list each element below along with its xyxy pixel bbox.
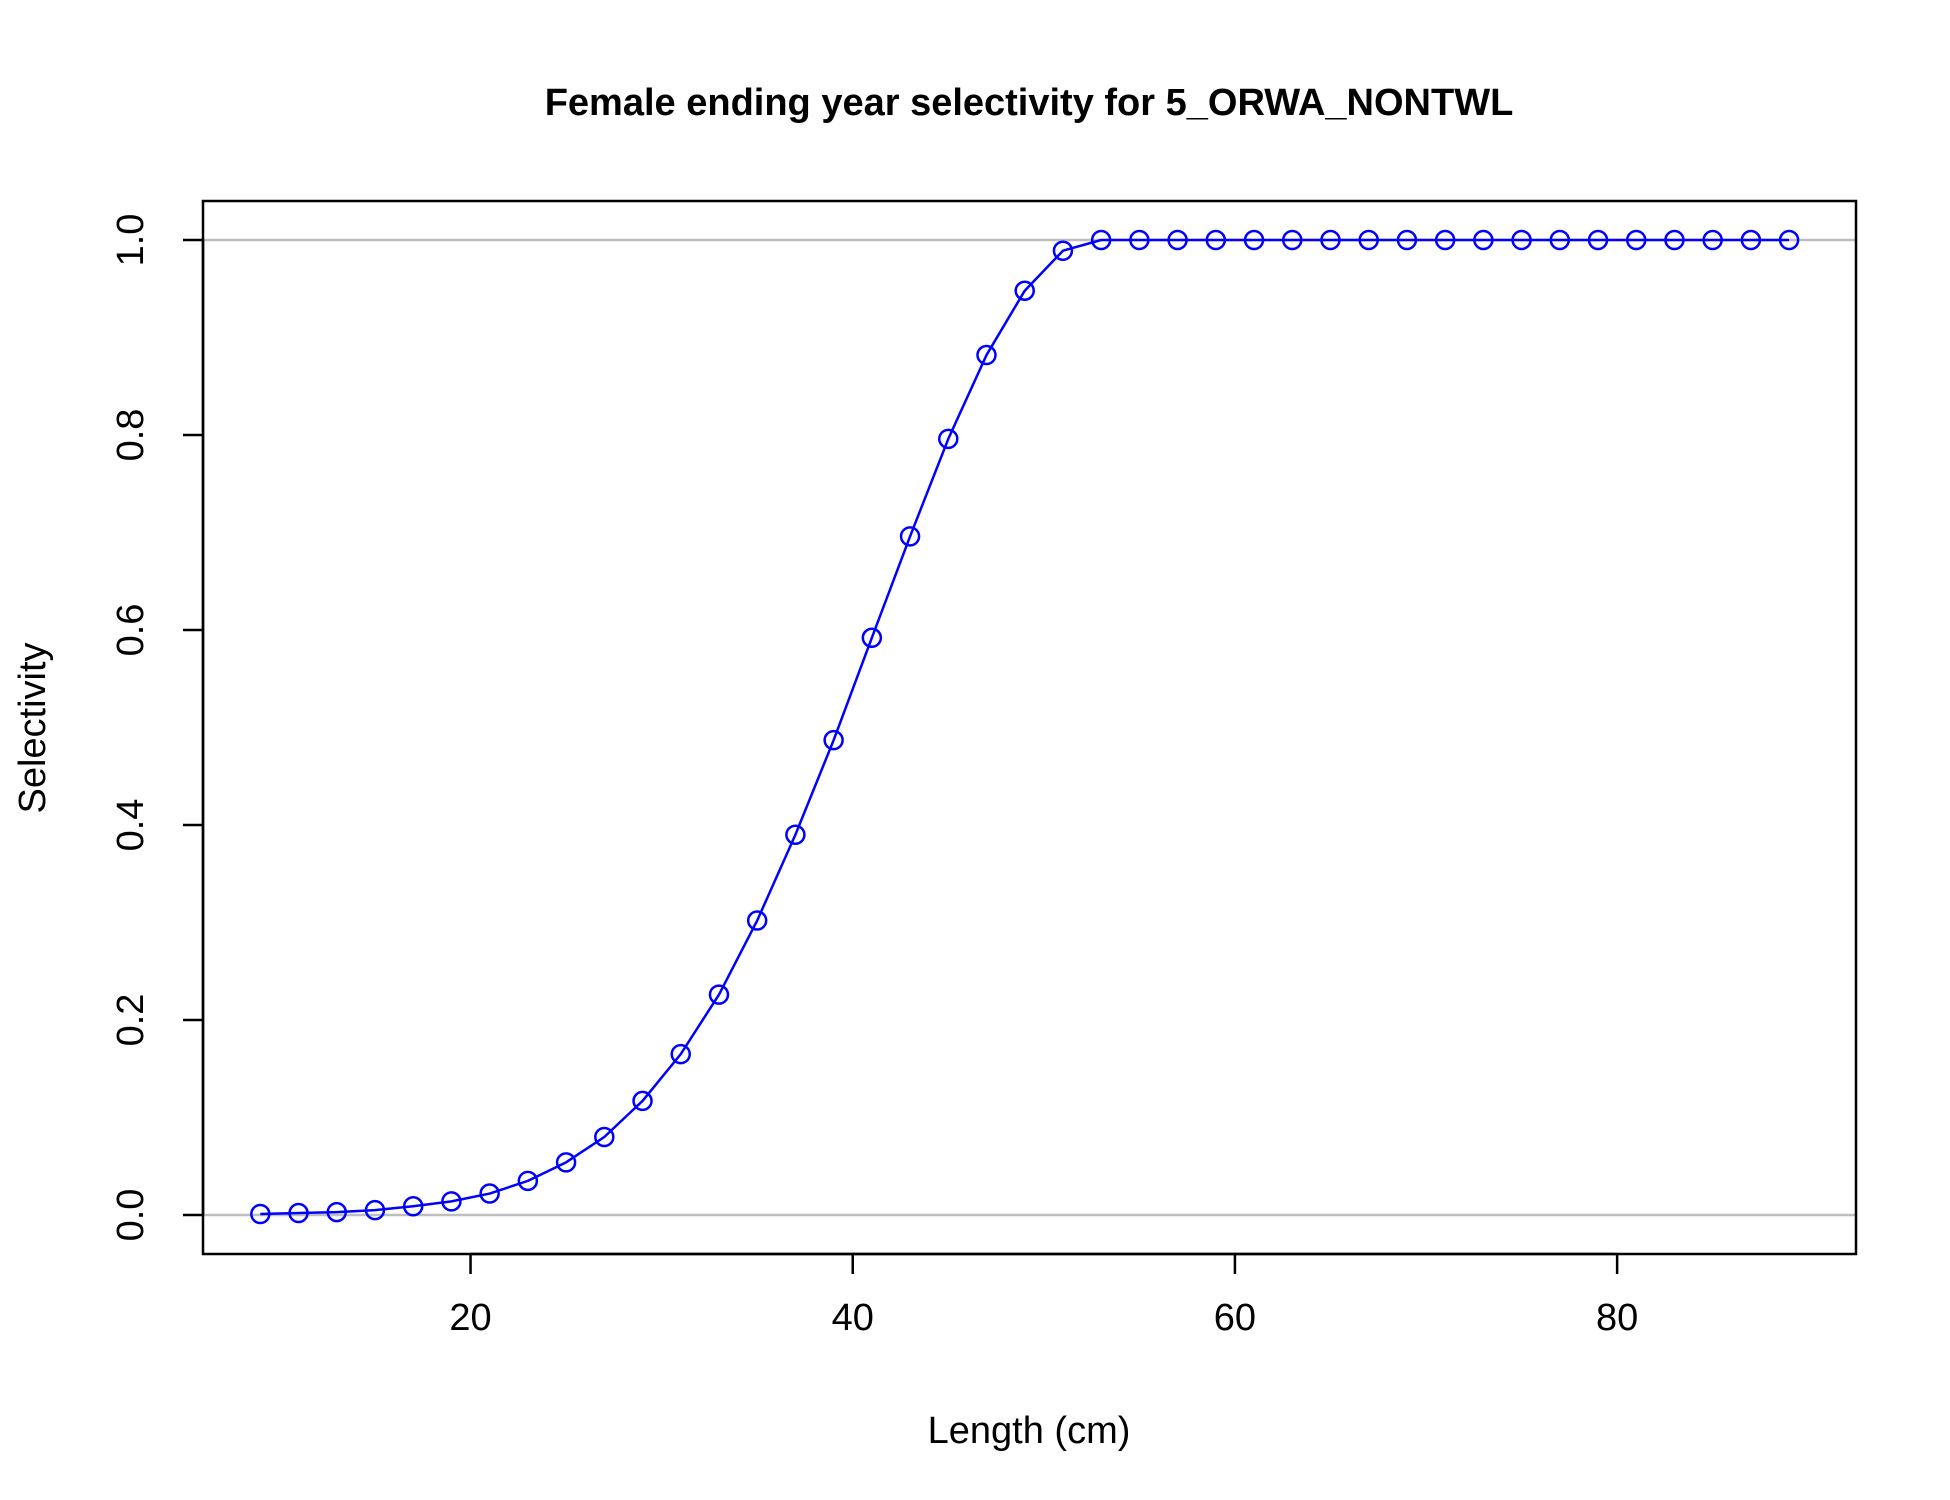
plot-frame: [203, 201, 1856, 1254]
series-layer: [251, 231, 1798, 1223]
y-tick-label: 0.4: [110, 799, 152, 852]
x-tick-label: 40: [832, 1297, 874, 1339]
chart-title: Female ending year selectivity for 5_ORW…: [545, 82, 1514, 124]
y-tick-label: 1.0: [110, 214, 152, 267]
y-axis: 0.0 0.2 0.4 0.6 0.8 1.0: [110, 214, 203, 1242]
x-axis: 20 40 60 80: [449, 1254, 1638, 1339]
x-tick-label: 60: [1214, 1297, 1256, 1339]
x-tick-label: 20: [449, 1297, 491, 1339]
x-axis-label: Length (cm): [928, 1410, 1131, 1452]
x-tick-label: 80: [1596, 1297, 1638, 1339]
y-tick-label: 0.2: [110, 994, 152, 1047]
y-tick-label: 0.8: [110, 409, 152, 462]
series-line: [260, 240, 1789, 1214]
y-tick-label: 0.6: [110, 604, 152, 657]
y-tick-label: 0.0: [110, 1189, 152, 1242]
reference-lines: [203, 240, 1856, 1215]
y-axis-label: Selectivity: [12, 642, 54, 813]
